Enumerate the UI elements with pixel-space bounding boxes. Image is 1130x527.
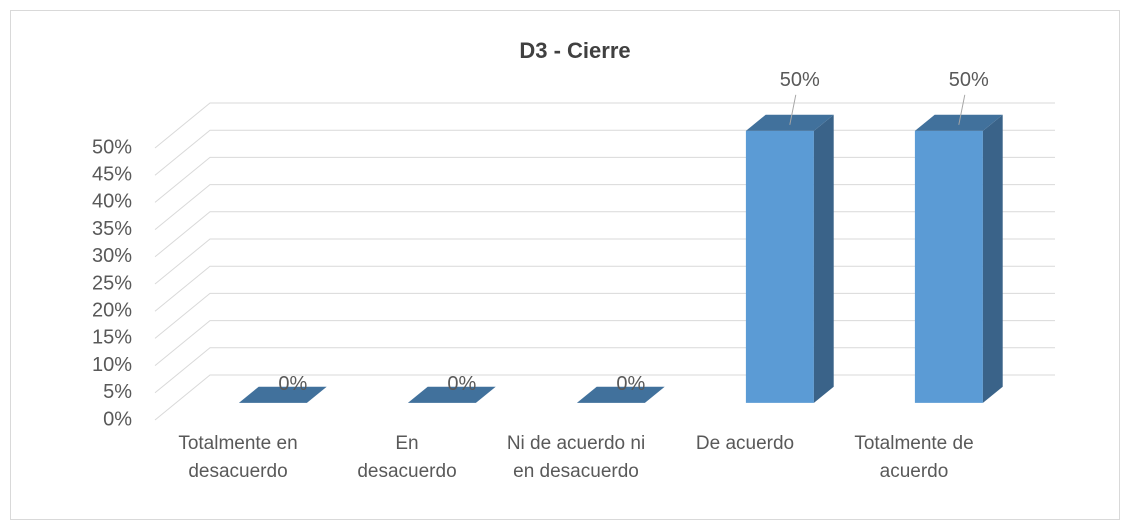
y-tick-label: 10% xyxy=(92,354,132,376)
y-tick-label: 35% xyxy=(92,218,132,240)
bar-top xyxy=(238,386,327,403)
bar xyxy=(576,386,665,403)
bar-side xyxy=(982,114,1003,403)
x-tick-label: De acuerdo xyxy=(695,433,795,454)
bar-front xyxy=(745,130,814,403)
x-tick-label: Totalmente en desacuerdo xyxy=(178,433,298,482)
data-label: 50% xyxy=(949,69,989,91)
y-tick-label: 15% xyxy=(92,327,132,349)
bar-side xyxy=(813,114,834,403)
leader-line xyxy=(789,94,797,125)
bar-top xyxy=(407,386,496,403)
x-tick-label: Totalmente de acuerdo xyxy=(854,433,974,482)
bar xyxy=(745,114,834,403)
y-tick-label: 45% xyxy=(92,163,132,185)
bar xyxy=(238,386,327,403)
y-tick-label: 0% xyxy=(103,408,132,430)
y-tick-label: 20% xyxy=(92,299,132,321)
y-tick-label: 40% xyxy=(92,191,132,213)
data-label: 0% xyxy=(278,373,307,395)
leader-line xyxy=(958,94,966,125)
y-tick-label: 5% xyxy=(103,381,132,403)
x-tick-label: En desacuerdo xyxy=(357,433,457,482)
data-label: 50% xyxy=(780,69,820,91)
grid-line xyxy=(154,102,1055,149)
bar-top xyxy=(576,386,665,403)
data-label: 0% xyxy=(447,373,476,395)
bar xyxy=(407,386,496,403)
y-tick-label: 30% xyxy=(92,245,132,267)
bar xyxy=(914,114,1003,403)
y-tick-label: 25% xyxy=(92,272,132,294)
y-tick-label: 50% xyxy=(92,136,132,158)
chart-title: D3 - Cierre xyxy=(519,38,630,63)
x-tick-label: Ni de acuerdo ni en desacuerdo xyxy=(506,433,646,482)
data-label: 0% xyxy=(616,373,645,395)
bar-front xyxy=(914,130,983,403)
